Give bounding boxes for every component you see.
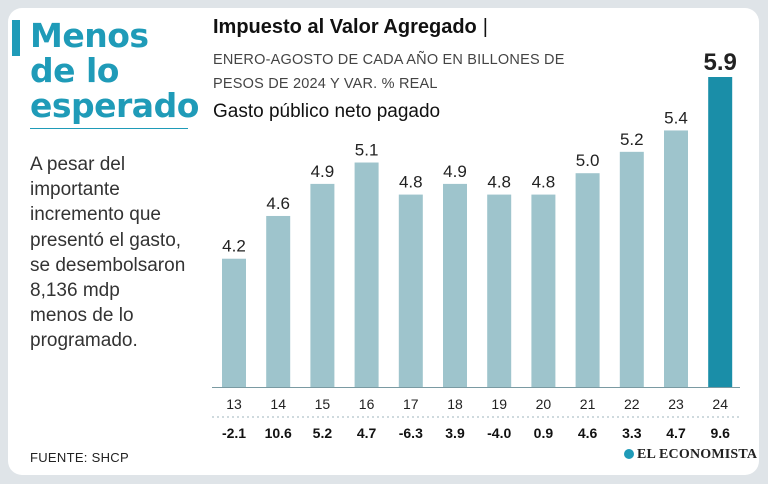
- bar: [443, 183, 467, 387]
- bar: [354, 162, 379, 387]
- bar: [266, 215, 291, 387]
- bar: [619, 151, 644, 387]
- real-change-label: 4.7: [357, 425, 377, 441]
- body-line: importante: [30, 179, 120, 201]
- real-change-label: -2.1: [222, 425, 246, 441]
- source-note: FUENTE: SHCP: [30, 450, 129, 465]
- bar: [575, 173, 600, 387]
- chart-subtitle: ENERO-AGOSTO DE CADA AÑO EN BILLONES DE …: [213, 48, 593, 96]
- x-tick-label: 17: [403, 396, 419, 412]
- x-tick-label: 14: [270, 396, 286, 412]
- body-line: 8,136 mdp: [30, 280, 120, 302]
- x-tick-label: 21: [580, 396, 596, 412]
- series-label: Gasto público neto pagado: [213, 101, 441, 122]
- x-tick-label: 24: [712, 396, 728, 412]
- bar-value-label: 5.4: [664, 108, 688, 127]
- logo-text: EL ECONOMISTA: [637, 447, 758, 462]
- headline-line: de lo: [30, 51, 119, 90]
- bar-value-label: 4.8: [399, 173, 423, 192]
- bar-value-label: 4.6: [266, 194, 290, 213]
- real-change-label: 9.6: [710, 425, 730, 441]
- x-tick-label: 19: [491, 396, 507, 412]
- logo-icon: [624, 449, 634, 459]
- headline-line: esperado: [30, 86, 199, 125]
- x-tick-label: 16: [359, 396, 375, 412]
- real-change-label: 4.7: [666, 425, 686, 441]
- publisher-logo: EL ECONOMISTA: [624, 447, 757, 463]
- body-line: incremento que: [30, 204, 161, 226]
- bar: [398, 194, 423, 387]
- real-change-label: 4.6: [578, 425, 598, 441]
- bar-value-label: 5.2: [620, 130, 644, 149]
- body-text: A pesar del importante incremento que pr…: [30, 152, 200, 354]
- x-tick-label: 15: [315, 396, 331, 412]
- x-tick-label: 22: [624, 396, 640, 412]
- real-change-label: 3.3: [622, 425, 642, 441]
- x-tick-label: 13: [226, 396, 242, 412]
- bar: [708, 77, 733, 387]
- x-tick-label: 18: [447, 396, 463, 412]
- headline: Menos de lo esperado: [30, 18, 200, 123]
- real-change-label: 3.9: [445, 425, 465, 441]
- body-line: presentó el gasto,: [30, 229, 182, 251]
- real-change-label: -4.0: [487, 425, 511, 441]
- x-tick-label: 23: [668, 396, 684, 412]
- real-change-label: 5.2: [313, 425, 333, 441]
- bar-value-label: 5.1: [355, 141, 379, 160]
- body-line: A pesar del: [30, 154, 126, 175]
- real-change-label: 0.9: [534, 425, 554, 441]
- bar: [222, 258, 246, 387]
- chart-title: Impuesto al Valor Agregado |: [213, 16, 488, 39]
- bar: [664, 130, 688, 387]
- bar-value-label: 5.9: [704, 49, 737, 76]
- bar: [531, 194, 556, 387]
- real-change-label: -6.3: [399, 425, 423, 441]
- body-line: programado.: [30, 330, 138, 352]
- bar-value-label: 4.9: [311, 162, 335, 181]
- body-line: se desembolsaron: [30, 254, 186, 276]
- x-tick-label: 20: [536, 396, 552, 412]
- headline-divider: [30, 128, 188, 129]
- real-change-label: 10.6: [265, 425, 292, 441]
- bar-value-label: 4.2: [222, 237, 246, 256]
- bar: [487, 194, 512, 387]
- bar-value-label: 4.8: [532, 173, 556, 192]
- bar-value-label: 4.9: [443, 162, 467, 181]
- bar-value-label: 5.0: [576, 151, 600, 170]
- title-separator: |: [482, 16, 488, 38]
- chart-title-text: Impuesto al Valor Agregado: [213, 16, 477, 38]
- accent-bar: [12, 20, 20, 56]
- headline-line: Menos: [30, 16, 149, 55]
- subtitle-line: ENERO-AGOSTO DE CADA AÑO EN BILLONES DE: [213, 52, 565, 68]
- body-line: menos de lo: [30, 305, 134, 327]
- bar-value-label: 4.8: [487, 173, 511, 192]
- bar: [310, 183, 335, 387]
- subtitle-line: PESOS DE 2024 Y VAR. % REAL: [213, 76, 438, 92]
